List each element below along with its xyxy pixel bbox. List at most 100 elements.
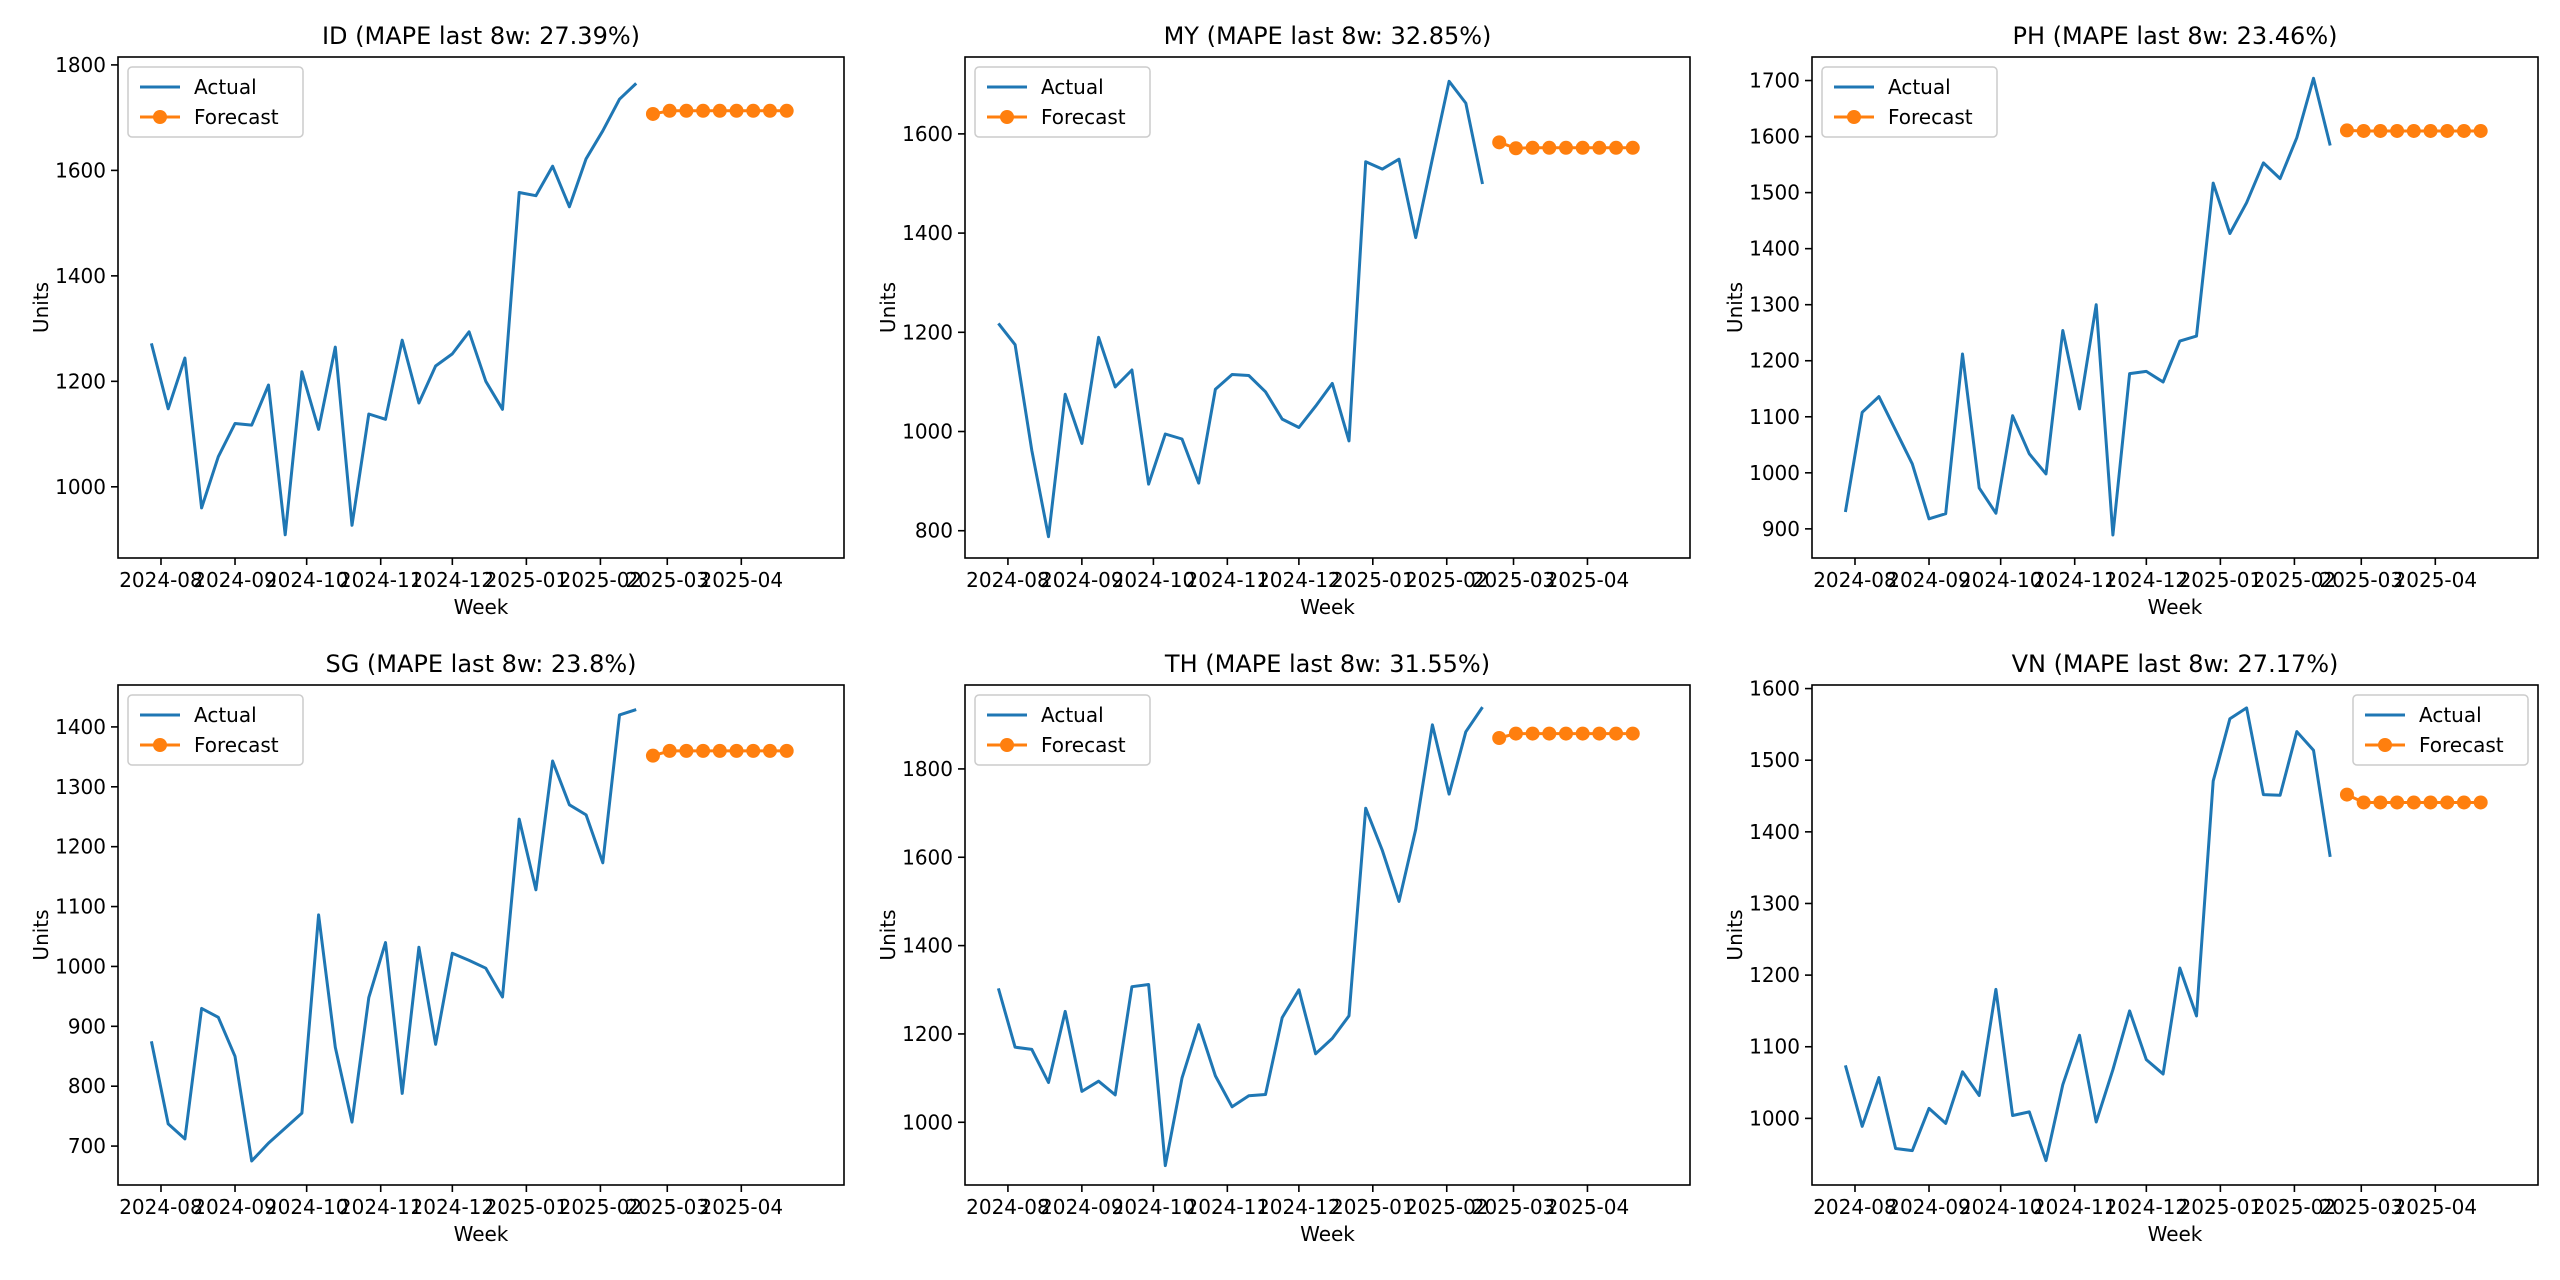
forecast-point xyxy=(1525,140,1540,155)
plot-frame xyxy=(1811,56,2539,559)
forecast-point xyxy=(662,743,677,758)
x-tick-label: 2025-02 xyxy=(2253,1195,2337,1219)
forecast-point xyxy=(1542,726,1557,741)
y-tick-label: 1000 xyxy=(1749,461,1800,485)
x-tick-label: 2025-02 xyxy=(1405,1195,1489,1219)
forecast-point xyxy=(2373,123,2388,138)
x-tick-label: 2025-04 xyxy=(2394,568,2478,592)
x-tick-label: 2024-08 xyxy=(119,1195,203,1219)
y-tick-label: 1500 xyxy=(1749,748,1800,772)
x-tick-label: 2024-11 xyxy=(1186,1195,1270,1219)
y-tick-label: 1400 xyxy=(1749,237,1800,261)
forecast-point xyxy=(712,103,727,118)
x-tick-label: 2024-10 xyxy=(265,1195,349,1219)
x-axis-label: Week xyxy=(2148,595,2203,619)
forecast-point xyxy=(2390,123,2405,138)
forecast-point xyxy=(712,743,727,758)
y-tick-label: 1400 xyxy=(55,264,106,288)
forecast-point xyxy=(679,743,694,758)
x-tick-label: 2024-10 xyxy=(1112,568,1196,592)
legend: Actual Forecast xyxy=(974,66,1151,138)
y-tick-label: 900 xyxy=(68,1014,106,1038)
y-tick-label: 1600 xyxy=(902,845,953,869)
forecast-point xyxy=(645,106,660,121)
forecast-point xyxy=(2473,123,2488,138)
actual-series-line xyxy=(1843,706,2332,1163)
chart-panel: MY (MAPE last 8w: 32.85%) 800 1000 1200 1400… xyxy=(876,22,1691,619)
x-tick-label: 2024-08 xyxy=(119,568,203,592)
actual-series-line xyxy=(149,708,637,1163)
x-tick-label: 2024-11 xyxy=(339,1195,423,1219)
legend-forecast-label: Forecast xyxy=(1041,733,1126,757)
forecast-point xyxy=(2423,123,2438,138)
chart-panel: TH (MAPE last 8w: 31.55%) 1000 1200 1400 160… xyxy=(876,650,1691,1246)
forecast-point xyxy=(2423,795,2438,810)
legend: Actual Forecast xyxy=(974,694,1151,766)
x-tick-label: 2025-01 xyxy=(2179,568,2263,592)
y-tick-label: 1300 xyxy=(1749,891,1800,915)
x-tick-label: 2025-04 xyxy=(1546,568,1630,592)
forecast-point xyxy=(2440,123,2455,138)
actual-series-line xyxy=(149,82,638,537)
forecast-point xyxy=(1609,726,1624,741)
legend: Actual Forecast xyxy=(127,694,304,766)
x-tick-label: 2024-09 xyxy=(1040,1195,1124,1219)
forecast-point xyxy=(2373,795,2388,810)
actual-series-line xyxy=(997,79,1484,539)
legend-box xyxy=(974,66,1151,138)
legend-forecast-marker xyxy=(2378,738,2392,752)
legend-box xyxy=(974,694,1151,766)
legend-forecast-label: Forecast xyxy=(194,733,279,757)
forecast-point xyxy=(1609,140,1624,155)
forecast-point xyxy=(1542,140,1557,155)
x-tick-label: 2025-03 xyxy=(2319,1195,2403,1219)
forecast-point xyxy=(729,103,744,118)
x-tick-label: 2024-12 xyxy=(2105,1195,2189,1219)
y-tick-label: 1100 xyxy=(1749,405,1800,429)
legend-actual-label: Actual xyxy=(1888,75,1951,99)
x-tick-label: 2025-02 xyxy=(2253,568,2337,592)
legend-forecast-label: Forecast xyxy=(194,105,279,129)
x-tick-label: 2024-08 xyxy=(1813,568,1897,592)
legend-box xyxy=(2352,694,2529,766)
chart-title: SG (MAPE last 8w: 23.8%) xyxy=(325,650,636,678)
y-tick-label: 700 xyxy=(68,1134,106,1158)
legend-forecast-label: Forecast xyxy=(2419,733,2504,757)
x-tick-label: 2025-01 xyxy=(2179,1195,2263,1219)
forecast-point xyxy=(779,743,794,758)
y-tick-label: 1100 xyxy=(1749,1035,1800,1059)
forecast-point xyxy=(1508,726,1523,741)
forecast-point xyxy=(729,743,744,758)
x-axis-label: Week xyxy=(1300,595,1355,619)
actual-series-line xyxy=(1843,76,2332,537)
y-tick-label: 1600 xyxy=(902,122,953,146)
x-tick-label: 2025-04 xyxy=(1546,1195,1630,1219)
chart-title: PH (MAPE last 8w: 23.46%) xyxy=(2013,22,2338,50)
plot-frame xyxy=(1811,684,2539,1186)
forecast-point xyxy=(1492,135,1507,150)
forecast-point xyxy=(2390,795,2405,810)
forecast-point xyxy=(1558,140,1573,155)
legend-box xyxy=(127,694,304,766)
y-axis-label: Units xyxy=(876,909,900,960)
forecast-point xyxy=(2440,795,2455,810)
x-tick-label: 2024-11 xyxy=(2033,1195,2117,1219)
y-tick-label: 1400 xyxy=(1749,820,1800,844)
forecast-point xyxy=(762,103,777,118)
legend-forecast-marker xyxy=(1000,110,1014,124)
legend-forecast-label: Forecast xyxy=(1888,105,1973,129)
x-tick-label: 2024-08 xyxy=(1813,1195,1897,1219)
x-tick-label: 2024-09 xyxy=(193,568,277,592)
y-tick-label: 1800 xyxy=(55,53,106,77)
chart-title: ID (MAPE last 8w: 27.39%) xyxy=(322,22,640,50)
y-tick-label: 1200 xyxy=(55,369,106,393)
y-axis-label: Units xyxy=(1723,909,1747,960)
y-tick-label: 900 xyxy=(1762,517,1800,541)
x-axis-label: Week xyxy=(2148,1222,2203,1246)
forecast-point xyxy=(746,103,761,118)
y-tick-label: 1200 xyxy=(1749,349,1800,373)
forecast-point xyxy=(1592,140,1607,155)
legend: Actual Forecast xyxy=(127,66,304,138)
